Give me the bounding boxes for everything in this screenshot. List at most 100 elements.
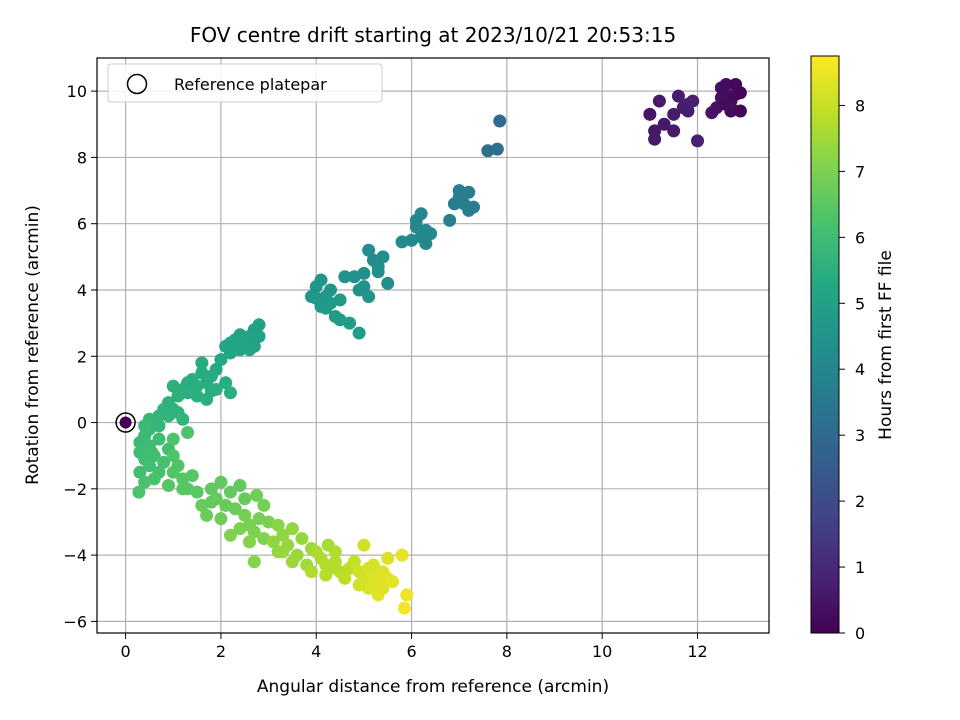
scatter-point — [304, 565, 318, 579]
scatter-point — [652, 94, 666, 108]
scatter-point — [686, 94, 700, 108]
colorbar-tick-label: 4 — [855, 360, 865, 379]
scatter-point — [214, 512, 228, 526]
scatter-point — [371, 568, 385, 582]
y-tick-label: −2 — [63, 480, 87, 499]
scatter-point — [314, 273, 328, 287]
scatter-point — [145, 445, 159, 459]
scatter-point — [400, 588, 414, 602]
y-tick-label: 10 — [67, 82, 87, 101]
scatter-point — [204, 384, 218, 398]
scatter-point — [190, 389, 204, 403]
scatter-point — [138, 419, 152, 433]
scatter-point — [467, 200, 481, 214]
scatter-point — [243, 343, 257, 357]
scatter-point — [204, 495, 218, 509]
scatter-point — [238, 508, 252, 522]
colorbar-tick-label: 2 — [855, 492, 865, 511]
scatter-point — [395, 235, 409, 249]
scatter-point — [166, 449, 180, 463]
scatter-point — [271, 518, 285, 532]
colorbar-title: Hours from first FF file — [876, 250, 896, 440]
scatter-point — [352, 578, 366, 592]
scatter-point — [462, 185, 476, 199]
scatter-point — [233, 479, 247, 493]
reference-point-group — [115, 412, 136, 433]
scatter-point — [328, 555, 342, 569]
scatter-point — [719, 97, 733, 111]
scatter-point — [195, 366, 209, 380]
scatter-point — [152, 432, 166, 446]
colorbar-tick-label: 3 — [855, 426, 865, 445]
scatter-point — [133, 465, 147, 479]
scatter-point — [319, 301, 333, 315]
scatter-point — [443, 213, 457, 227]
scatter-point — [324, 283, 338, 297]
y-axis-ticks: −6 −4 −2 0 2 4 6 8 10 — [63, 82, 97, 631]
x-axis-ticks: 0 2 4 6 8 10 12 — [121, 633, 708, 661]
scatter-point — [419, 237, 433, 251]
scatter-point — [214, 353, 228, 367]
scatter-point — [257, 498, 271, 512]
scatter-point — [166, 465, 180, 479]
colorbar: 0 1 2 3 4 5 6 7 8 Hours from first FF file — [810, 55, 896, 643]
scatter-point — [204, 482, 218, 496]
colorbar-tick-label: 8 — [855, 96, 865, 115]
scatter-point — [233, 522, 247, 536]
y-tick-label: −6 — [63, 612, 87, 631]
scatter-point — [247, 525, 261, 539]
scatter-point — [667, 124, 681, 138]
scatter-point — [309, 291, 323, 305]
reference-point — [119, 416, 132, 429]
legend-box — [107, 63, 383, 103]
scatter-point — [424, 227, 438, 241]
scatter-point — [409, 220, 423, 234]
scatter-point — [657, 117, 671, 131]
scatter-point — [285, 522, 299, 536]
scatter-point — [152, 419, 166, 433]
scatter-point — [176, 412, 190, 426]
scatter-point — [452, 190, 466, 204]
scatter-point — [733, 86, 747, 100]
x-tick-label: 6 — [406, 642, 416, 661]
scatter-point — [362, 243, 376, 257]
scatter-point — [166, 379, 180, 393]
colorbar-tick-label: 6 — [855, 228, 865, 247]
colorbar-bar — [810, 55, 840, 634]
x-tick-label: 0 — [121, 642, 131, 661]
scatter-point — [171, 389, 185, 403]
scatter-point — [338, 571, 352, 585]
scatter-point — [223, 336, 237, 350]
scatter-point — [223, 485, 237, 499]
scatter-point — [223, 528, 237, 542]
colorbar-tick-label: 1 — [855, 558, 865, 577]
scatter-point — [347, 555, 361, 569]
scatter-point — [362, 290, 376, 304]
scatter-point — [648, 132, 662, 146]
scatter-point — [250, 488, 264, 502]
data-points — [132, 78, 747, 615]
scatter-point — [321, 538, 335, 552]
scatter-point — [671, 89, 685, 103]
scatter-point — [681, 104, 695, 118]
chart-title: FOV centre drift starting at 2023/10/21 … — [190, 23, 676, 47]
scatter-point — [271, 545, 285, 559]
x-tick-label: 2 — [216, 642, 226, 661]
scatter-point — [490, 142, 504, 156]
scatter-point — [285, 555, 299, 569]
colorbar-tick-label: 0 — [855, 624, 865, 643]
scatter-point — [166, 432, 180, 446]
x-tick-label: 8 — [502, 642, 512, 661]
scatter-point — [195, 356, 209, 370]
colorbar-ticks: 0 1 2 3 4 5 6 7 8 — [839, 96, 865, 643]
scatter-point — [733, 104, 747, 118]
y-tick-label: −4 — [63, 546, 87, 565]
scatter-point — [333, 293, 347, 307]
scatter-point — [366, 578, 380, 592]
scatter-point — [395, 548, 409, 562]
scatter-point — [238, 492, 252, 506]
scatter-point — [247, 555, 261, 569]
scatter-point — [397, 601, 411, 615]
